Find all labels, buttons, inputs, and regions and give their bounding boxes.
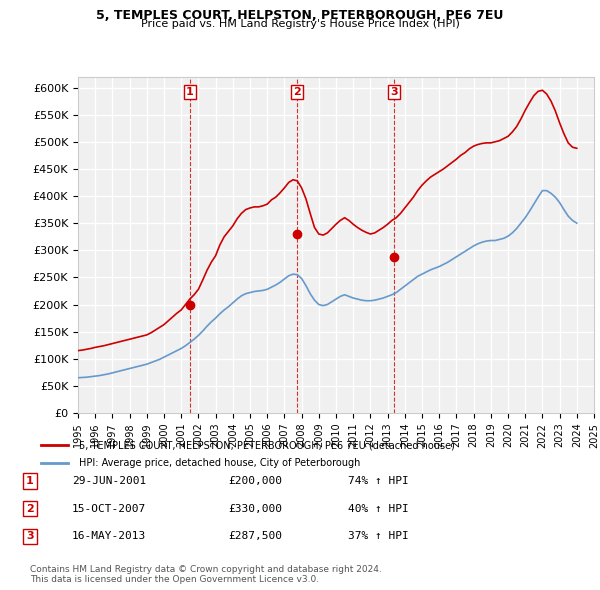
Text: Contains HM Land Registry data © Crown copyright and database right 2024.
This d: Contains HM Land Registry data © Crown c… (30, 565, 382, 584)
Text: 1: 1 (26, 476, 34, 486)
Text: Price paid vs. HM Land Registry's House Price Index (HPI): Price paid vs. HM Land Registry's House … (140, 19, 460, 29)
Text: 2: 2 (26, 504, 34, 513)
Text: 3: 3 (26, 532, 34, 541)
Text: 3: 3 (390, 87, 398, 97)
Text: 1: 1 (186, 87, 194, 97)
Text: 37% ↑ HPI: 37% ↑ HPI (348, 532, 409, 541)
Text: 29-JUN-2001: 29-JUN-2001 (72, 476, 146, 486)
Text: 2: 2 (293, 87, 301, 97)
Text: 74% ↑ HPI: 74% ↑ HPI (348, 476, 409, 486)
Text: £287,500: £287,500 (228, 532, 282, 541)
Text: 40% ↑ HPI: 40% ↑ HPI (348, 504, 409, 513)
Text: 5, TEMPLES COURT, HELPSTON, PETERBOROUGH, PE6 7EU (detached house): 5, TEMPLES COURT, HELPSTON, PETERBOROUGH… (79, 440, 454, 450)
Text: HPI: Average price, detached house, City of Peterborough: HPI: Average price, detached house, City… (79, 458, 360, 468)
Text: 15-OCT-2007: 15-OCT-2007 (72, 504, 146, 513)
Text: 16-MAY-2013: 16-MAY-2013 (72, 532, 146, 541)
Text: 5, TEMPLES COURT, HELPSTON, PETERBOROUGH, PE6 7EU: 5, TEMPLES COURT, HELPSTON, PETERBOROUGH… (97, 9, 503, 22)
Text: £200,000: £200,000 (228, 476, 282, 486)
Text: £330,000: £330,000 (228, 504, 282, 513)
